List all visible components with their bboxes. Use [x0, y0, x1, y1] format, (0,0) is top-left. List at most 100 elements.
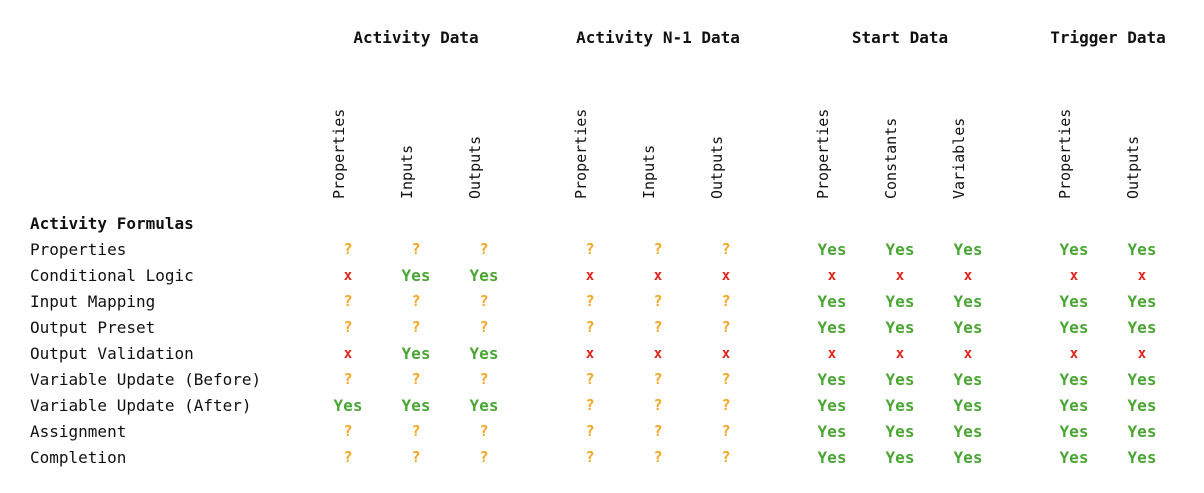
yes-cell: Yes: [885, 240, 915, 259]
no-cell: x: [721, 268, 731, 284]
unknown-cell: ?: [411, 318, 421, 336]
unknown-cell: ?: [479, 422, 489, 440]
unknown-cell: ?: [343, 422, 353, 440]
column-header: Properties: [572, 90, 600, 208]
table-row: Output Validation x Yes Yes x x x x x x x x: [0, 341, 1204, 367]
yes-cell: Yes: [953, 240, 983, 259]
group-title: Activity Data: [353, 28, 479, 47]
no-cell: x: [721, 346, 731, 362]
yes-cell: Yes: [953, 396, 983, 415]
no-cell: x: [653, 268, 663, 284]
yes-cell: Yes: [885, 292, 915, 311]
yes-cell: Yes: [401, 396, 431, 415]
yes-cell: Yes: [953, 370, 983, 389]
column-header-label: Inputs: [640, 144, 658, 199]
unknown-cell: ?: [653, 396, 663, 414]
table-row: Conditional Logic x Yes Yes x x x x x x x x: [0, 263, 1204, 289]
no-cell: x: [343, 268, 353, 284]
no-cell: x: [343, 346, 353, 362]
yes-cell: Yes: [401, 344, 431, 363]
no-cell: x: [585, 346, 595, 362]
unknown-cell: ?: [411, 448, 421, 466]
yes-cell: Yes: [1127, 370, 1157, 389]
row-label: Input Mapping: [30, 292, 156, 311]
column-header: Outputs: [708, 90, 736, 208]
unknown-cell: ?: [585, 422, 595, 440]
yes-cell: Yes: [885, 396, 915, 415]
unknown-cell: ?: [479, 448, 489, 466]
section-label: Activity Formulas: [30, 214, 194, 233]
table-row: Output Preset?????? Yes Yes Yes Yes Yes: [0, 315, 1204, 341]
yes-cell: Yes: [1059, 422, 1089, 441]
column-header-label: Constants: [882, 117, 900, 199]
unknown-cell: ?: [343, 448, 353, 466]
column-header: Variables: [950, 90, 978, 208]
yes-cell: Yes: [885, 318, 915, 337]
column-header: Outputs: [466, 90, 494, 208]
unknown-cell: ?: [653, 318, 663, 336]
unknown-cell: ?: [411, 422, 421, 440]
yes-cell: Yes: [1127, 448, 1157, 467]
yes-cell: Yes: [1059, 292, 1089, 311]
yes-cell: Yes: [1127, 396, 1157, 415]
unknown-cell: ?: [721, 422, 731, 440]
unknown-cell: ?: [721, 318, 731, 336]
no-cell: x: [1069, 346, 1079, 362]
unknown-cell: ?: [721, 448, 731, 466]
column-header-label: Properties: [572, 108, 590, 199]
yes-cell: Yes: [469, 266, 499, 285]
unknown-cell: ?: [343, 370, 353, 388]
column-header-label: Outputs: [708, 135, 726, 199]
unknown-cell: ?: [653, 292, 663, 310]
yes-cell: Yes: [817, 318, 847, 337]
yes-cell: Yes: [1059, 318, 1089, 337]
row-label: Completion: [30, 448, 127, 467]
unknown-cell: ?: [653, 448, 663, 466]
column-header: Outputs: [1124, 90, 1152, 208]
unknown-cell: ?: [585, 240, 595, 258]
unknown-cell: ?: [721, 240, 731, 258]
yes-cell: Yes: [1059, 370, 1089, 389]
unknown-cell: ?: [653, 240, 663, 258]
unknown-cell: ?: [653, 370, 663, 388]
column-header: Inputs: [398, 90, 426, 208]
column-header: Constants: [882, 90, 910, 208]
unknown-cell: ?: [653, 422, 663, 440]
unknown-cell: ?: [479, 370, 489, 388]
table-row: Variable Update (Before)?????? Yes Yes Yes Y…: [0, 367, 1204, 393]
unknown-cell: ?: [585, 396, 595, 414]
no-cell: x: [1137, 346, 1147, 362]
column-header: Inputs: [640, 90, 668, 208]
yes-cell: Yes: [817, 448, 847, 467]
row-label: Properties: [30, 240, 127, 259]
yes-cell: Yes: [885, 422, 915, 441]
row-label: Assignment: [30, 422, 127, 441]
yes-cell: Yes: [1059, 448, 1089, 467]
group-title: Trigger Data: [1050, 28, 1166, 47]
column-header-label: Outputs: [466, 135, 484, 199]
unknown-cell: ?: [343, 240, 353, 258]
yes-cell: Yes: [817, 240, 847, 259]
yes-cell: Yes: [885, 370, 915, 389]
column-header-label: Inputs: [398, 144, 416, 199]
yes-cell: Yes: [333, 396, 363, 415]
row-label: Output Validation: [30, 344, 194, 363]
no-cell: x: [895, 268, 905, 284]
yes-cell: Yes: [953, 292, 983, 311]
column-header: Properties: [330, 90, 358, 208]
table-row: Input Mapping?????? Yes Yes Yes Yes Yes: [0, 289, 1204, 315]
yes-cell: Yes: [817, 422, 847, 441]
yes-cell: Yes: [1059, 396, 1089, 415]
row-label: Variable Update (Before): [30, 370, 262, 389]
no-cell: x: [1137, 268, 1147, 284]
unknown-cell: ?: [479, 240, 489, 258]
unknown-cell: ?: [585, 370, 595, 388]
group-title: Start Data: [851, 28, 949, 47]
no-cell: x: [585, 268, 595, 284]
unknown-cell: ?: [721, 370, 731, 388]
column-header-label: Properties: [1056, 108, 1074, 199]
yes-cell: Yes: [1127, 292, 1157, 311]
yes-cell: Yes: [1059, 240, 1089, 259]
column-header-label: Outputs: [1124, 135, 1142, 199]
unknown-cell: ?: [585, 448, 595, 466]
